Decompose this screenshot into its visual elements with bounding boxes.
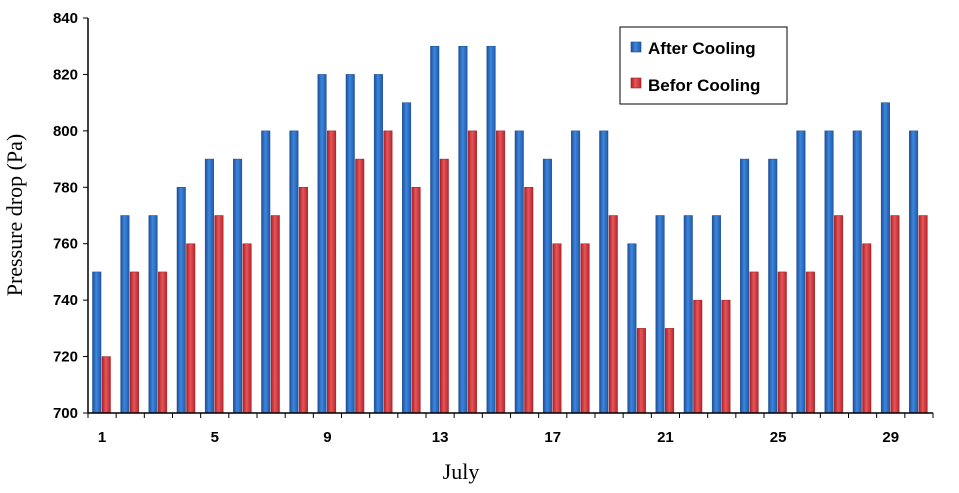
bar-befor-cooling [214, 215, 224, 414]
bar-after-cooling [627, 243, 637, 414]
bar-befor-cooling [918, 215, 928, 414]
bar-befor-cooling [129, 271, 139, 414]
bar-befor-cooling [439, 158, 449, 414]
bar-befor-cooling [496, 130, 506, 414]
x-tick-label: 25 [770, 429, 787, 446]
y-tick-label: 700 [53, 405, 78, 422]
bar-after-cooling [909, 130, 919, 414]
bar-after-cooling [852, 130, 862, 414]
bar-befor-cooling [636, 328, 646, 414]
bar-after-cooling [92, 271, 102, 414]
bar-befor-cooling [467, 130, 477, 414]
bar-befor-cooling [693, 299, 703, 414]
bar-after-cooling [204, 158, 214, 414]
x-tick-label: 17 [544, 429, 561, 446]
x-tick-label: 29 [882, 429, 899, 446]
bar-after-cooling [317, 74, 327, 414]
legend-label-after-cooling: After Cooling [648, 39, 756, 58]
bar-after-cooling [542, 158, 552, 414]
x-tick-label: 21 [657, 429, 674, 446]
bar-befor-cooling [721, 299, 731, 414]
x-tick-label: 1 [98, 429, 106, 446]
bars-group [92, 45, 928, 414]
bar-befor-cooling [552, 243, 562, 414]
bar-after-cooling [599, 130, 609, 414]
bar-after-cooling [261, 130, 271, 414]
bar-after-cooling [486, 45, 496, 414]
bar-after-cooling [824, 130, 834, 414]
bar-after-cooling [711, 215, 721, 414]
bar-befor-cooling [890, 215, 900, 414]
bar-befor-cooling [608, 215, 618, 414]
y-tick-label: 760 [53, 236, 78, 253]
x-axis-title: July [443, 459, 480, 484]
bar-befor-cooling [665, 328, 675, 414]
bar-after-cooling [176, 187, 186, 414]
legend-box [619, 26, 788, 105]
bar-after-cooling [373, 74, 383, 414]
bar-after-cooling [683, 215, 693, 414]
bar-after-cooling [880, 102, 890, 414]
bar-after-cooling [148, 215, 158, 414]
bar-befor-cooling [834, 215, 844, 414]
bar-befor-cooling [524, 187, 534, 414]
x-tick-label: 13 [432, 429, 449, 446]
bar-after-cooling [458, 45, 468, 414]
y-tick-label: 720 [53, 349, 78, 366]
bar-after-cooling [289, 130, 299, 414]
bar-after-cooling [655, 215, 665, 414]
legend-label-befor-cooling: Befor Cooling [648, 76, 760, 95]
bar-befor-cooling [186, 243, 196, 414]
bar-befor-cooling [242, 243, 252, 414]
bar-befor-cooling [383, 130, 393, 414]
y-tick-label: 740 [53, 292, 78, 309]
bar-after-cooling [796, 130, 806, 414]
bar-after-cooling [571, 130, 581, 414]
legend: After Cooling Befor Cooling [619, 26, 788, 105]
y-tick-label: 840 [53, 10, 78, 27]
bar-befor-cooling [749, 271, 759, 414]
y-axis-title: Pressure drop (Pa) [2, 134, 27, 297]
bar-after-cooling [120, 215, 130, 414]
y-tick-label: 800 [53, 123, 78, 140]
bar-befor-cooling [580, 243, 590, 414]
bar-befor-cooling [158, 271, 168, 414]
x-tick-label: 5 [211, 429, 219, 446]
bar-after-cooling [233, 158, 243, 414]
bar-befor-cooling [298, 187, 308, 414]
bar-after-cooling [402, 102, 412, 414]
x-axis-ticks: 1 5 9 13 17 21 25 29 [87, 413, 934, 446]
bar-befor-cooling [327, 130, 337, 414]
bar-befor-cooling [355, 158, 365, 414]
bar-after-cooling [740, 158, 750, 414]
bar-befor-cooling [805, 271, 815, 414]
bar-befor-cooling [101, 356, 111, 414]
bar-befor-cooling [270, 215, 280, 414]
bar-befor-cooling [411, 187, 421, 414]
legend-swatch-befor-cooling [630, 77, 642, 89]
legend-swatch-after-cooling [630, 41, 642, 53]
bar-befor-cooling [862, 243, 872, 414]
y-axis-ticks: 700 720 740 760 780 800 820 840 [53, 10, 88, 422]
x-tick-label: 9 [323, 429, 331, 446]
bar-befor-cooling [777, 271, 787, 414]
bar-after-cooling [514, 130, 524, 414]
bar-after-cooling [430, 45, 440, 414]
bar-after-cooling [345, 74, 355, 414]
y-tick-label: 820 [53, 66, 78, 83]
bar-after-cooling [768, 158, 778, 414]
y-tick-label: 780 [53, 179, 78, 196]
